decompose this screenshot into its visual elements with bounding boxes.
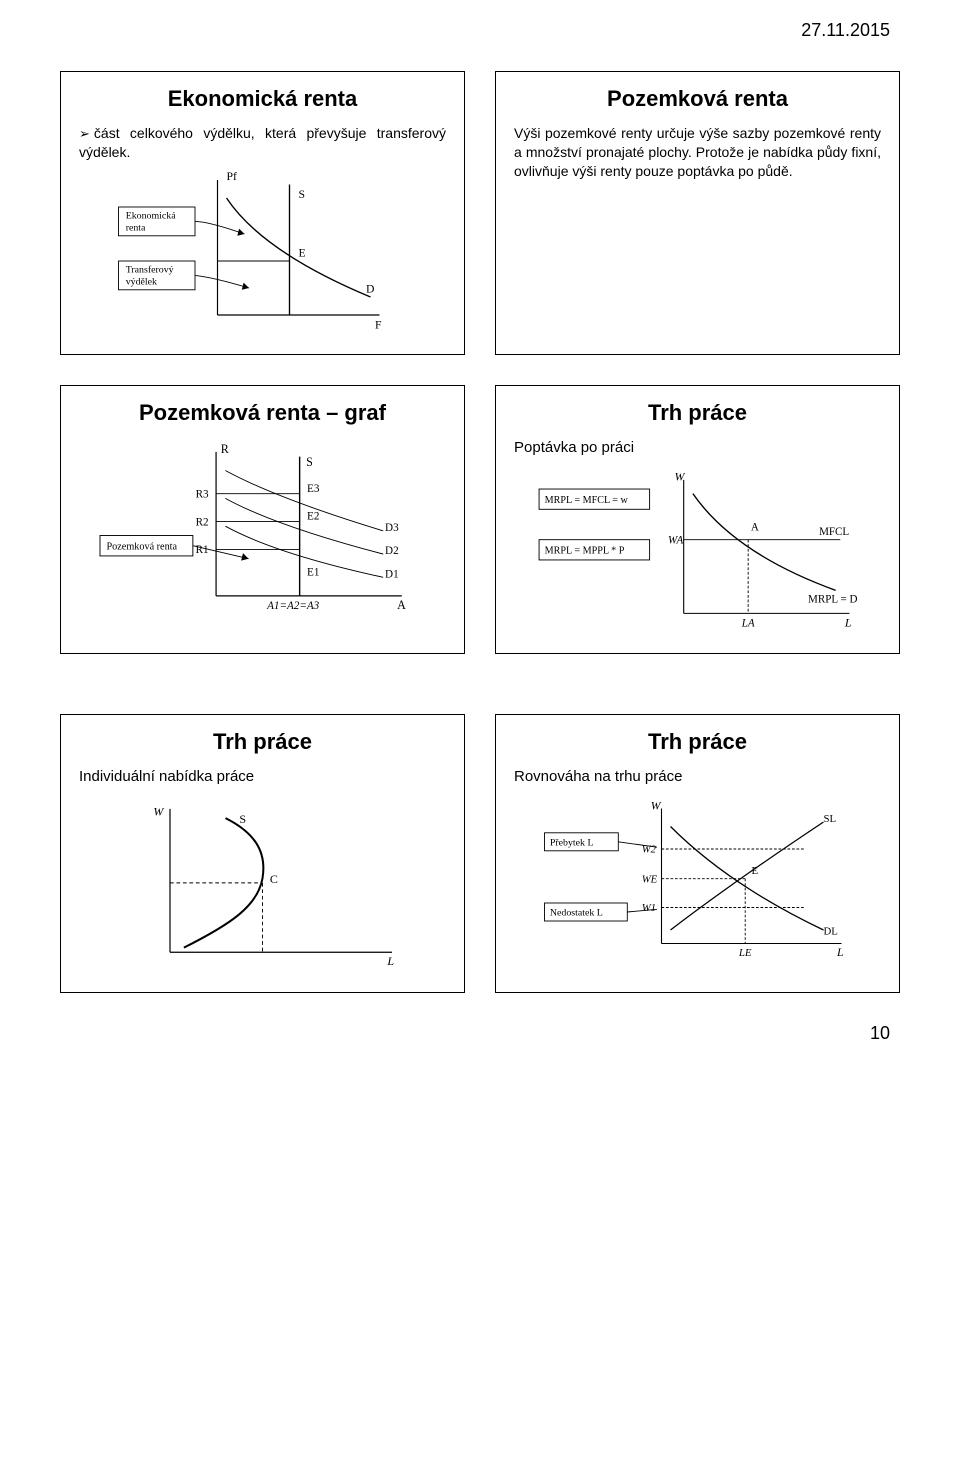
chart-ekonomicka-renta: Pf F S D E Ekonomická renta Transferový (79, 162, 446, 342)
date-header: 27.11.2015 (60, 20, 900, 41)
e1-label: E1 (307, 566, 319, 578)
s-label: S (299, 188, 306, 201)
box-nedostatek: Nedostatek L (550, 908, 603, 919)
chart-poptavka-po-praci: MRPL = MFCL = w MRPL = MPPL * P W L MRPL… (514, 466, 881, 641)
r1-label: R1 (196, 544, 209, 556)
panel-pozemkova-renta-graf: Pozemková renta – graf R A S D3 D2 D1 (60, 385, 465, 654)
d-label: D (366, 282, 374, 295)
panel-pozemkova-renta: Pozemková renta Výši pozemkové renty urč… (495, 71, 900, 355)
x-axis-label: A (397, 598, 406, 612)
we-label: WE (642, 874, 658, 886)
e2-label: E2 (307, 510, 319, 522)
svg-text:výdělek: výdělek (126, 276, 157, 287)
e-label: E (299, 246, 306, 259)
y-axis-label: W (651, 800, 662, 813)
x-axis-label: L (836, 946, 844, 959)
box-prebytek: Přebytek L (550, 838, 594, 849)
slide-grid: Ekonomická renta ➢část celkového výdělku… (60, 71, 900, 993)
la-label: LA (741, 617, 755, 629)
sl-label: SL (824, 813, 837, 825)
chart-individualni-nabidka: W L S C (79, 795, 446, 980)
dl-label: DL (824, 926, 838, 938)
panel-title: Pozemková renta (514, 86, 881, 112)
panel-trh-prace-rovnovaha: Trh práce Rovnováha na trhu práce W L SL… (495, 714, 900, 993)
box-mrpl-mppl-p: MRPL = MPPL * P (545, 546, 625, 557)
d3-label: D3 (385, 522, 399, 534)
panel-subtitle: Poptávka po práci (514, 438, 881, 458)
panel-trh-prace-poptavka: Trh práce Poptávka po práci MRPL = MFCL … (495, 385, 900, 654)
d1-label: D1 (385, 568, 399, 580)
r2-label: R2 (196, 516, 209, 528)
wa-label: WA (668, 534, 683, 546)
box-mrpl-mfcl-w: MRPL = MFCL = w (545, 495, 629, 506)
s-label: S (239, 812, 246, 826)
svg-text:renta: renta (126, 222, 146, 233)
panel-body: ➢část celkového výdělku, která převyšuje… (79, 124, 446, 162)
e-label: E (752, 865, 759, 877)
x-axis-label: L (386, 954, 394, 968)
chart-rovnovaha: W L SL DL E W2 WE W1 LE (514, 795, 881, 975)
x-axis-label: F (375, 318, 382, 331)
w1-label: W1 (642, 902, 656, 914)
page-number: 10 (60, 1023, 900, 1044)
panel-title: Pozemková renta – graf (79, 400, 446, 426)
y-axis-label: Pf (227, 170, 238, 183)
panel-title: Trh práce (79, 729, 446, 755)
y-axis-label: W (153, 805, 164, 819)
d2-label: D2 (385, 545, 399, 557)
s-label: S (306, 455, 313, 469)
box-transferovy-vydelek: Transferový (126, 264, 174, 275)
mfcl-label: MFCL (819, 526, 849, 538)
a-label: A (751, 522, 759, 534)
y-axis-label: R (221, 442, 230, 456)
le-label: LE (738, 947, 752, 959)
e3-label: E3 (307, 483, 320, 495)
panel-title: Ekonomická renta (79, 86, 446, 112)
r3-label: R3 (196, 488, 209, 500)
panel-trh-prace-individualni: Trh práce Individuální nabídka práce W L… (60, 714, 465, 993)
box-ekonomicka-renta: Ekonomická (126, 210, 177, 221)
chart-pozemkova-renta: R A S D3 D2 D1 R3 R2 R1 E3 (79, 438, 446, 633)
c-label: C (270, 872, 278, 886)
panel-subtitle: Individuální nabídka práce (79, 767, 446, 787)
panel-subtitle: Rovnováha na trhu práce (514, 767, 881, 787)
panel-ekonomicka-renta: Ekonomická renta ➢část celkového výdělku… (60, 71, 465, 355)
mrpl-d-label: MRPL = D (808, 593, 857, 605)
body-text: část celkového výdělku, která převyšuje … (79, 125, 446, 160)
panel-title: Trh práce (514, 400, 881, 426)
x-note: A1=A2=A3 (266, 600, 320, 612)
y-axis-label: W (674, 470, 685, 484)
side-box-label: Pozemková renta (107, 541, 178, 552)
bullet-icon: ➢ (79, 126, 90, 141)
panel-body: Výši pozemkové renty určuje výše sazby p… (514, 124, 881, 181)
panel-title: Trh práce (514, 729, 881, 755)
x-axis-label: L (844, 615, 852, 629)
